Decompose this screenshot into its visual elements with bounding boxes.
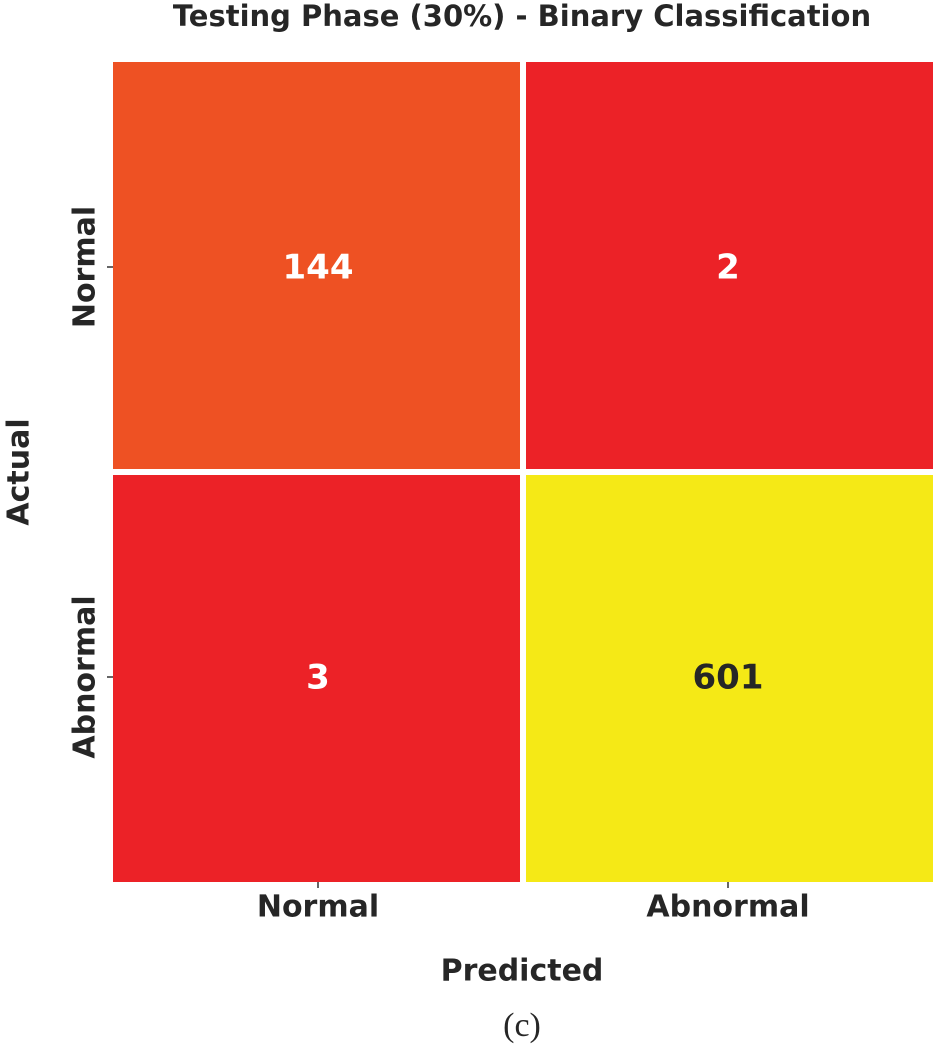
heatmap-cell (526, 62, 933, 469)
heatmap-cell (113, 62, 520, 469)
heatmap-cell (526, 475, 933, 882)
cell-value-label: 2 (716, 248, 740, 288)
x-tick-label: Abnormal (646, 890, 809, 925)
cell-value-label: 3 (306, 658, 330, 698)
y-tick-label: Normal (68, 206, 103, 328)
y-tick-label: Abnormal (68, 595, 103, 758)
cell-value-label: 144 (283, 248, 354, 288)
cell-value-label: 601 (693, 658, 764, 698)
y-axis-label: Actual (2, 418, 37, 525)
x-tick-label: Normal (257, 890, 379, 925)
heatmap-cell (113, 475, 520, 882)
chart-title: Testing Phase (30%) - Binary Classificat… (173, 0, 871, 33)
x-axis-label: Predicted (441, 954, 604, 989)
caption: (c) (503, 1007, 541, 1044)
